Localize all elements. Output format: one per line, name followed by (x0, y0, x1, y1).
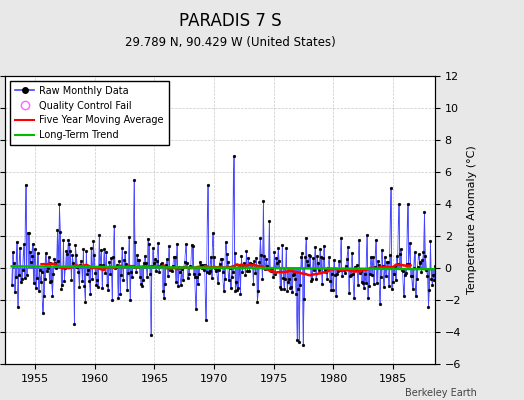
Text: Berkeley Earth: Berkeley Earth (405, 388, 477, 398)
Text: 29.789 N, 90.429 W (United States): 29.789 N, 90.429 W (United States) (125, 36, 336, 49)
Text: PARADIS 7 S: PARADIS 7 S (179, 12, 282, 30)
Y-axis label: Temperature Anomaly (°C): Temperature Anomaly (°C) (467, 146, 477, 294)
Legend: Raw Monthly Data, Quality Control Fail, Five Year Moving Average, Long-Term Tren: Raw Monthly Data, Quality Control Fail, … (10, 81, 169, 145)
